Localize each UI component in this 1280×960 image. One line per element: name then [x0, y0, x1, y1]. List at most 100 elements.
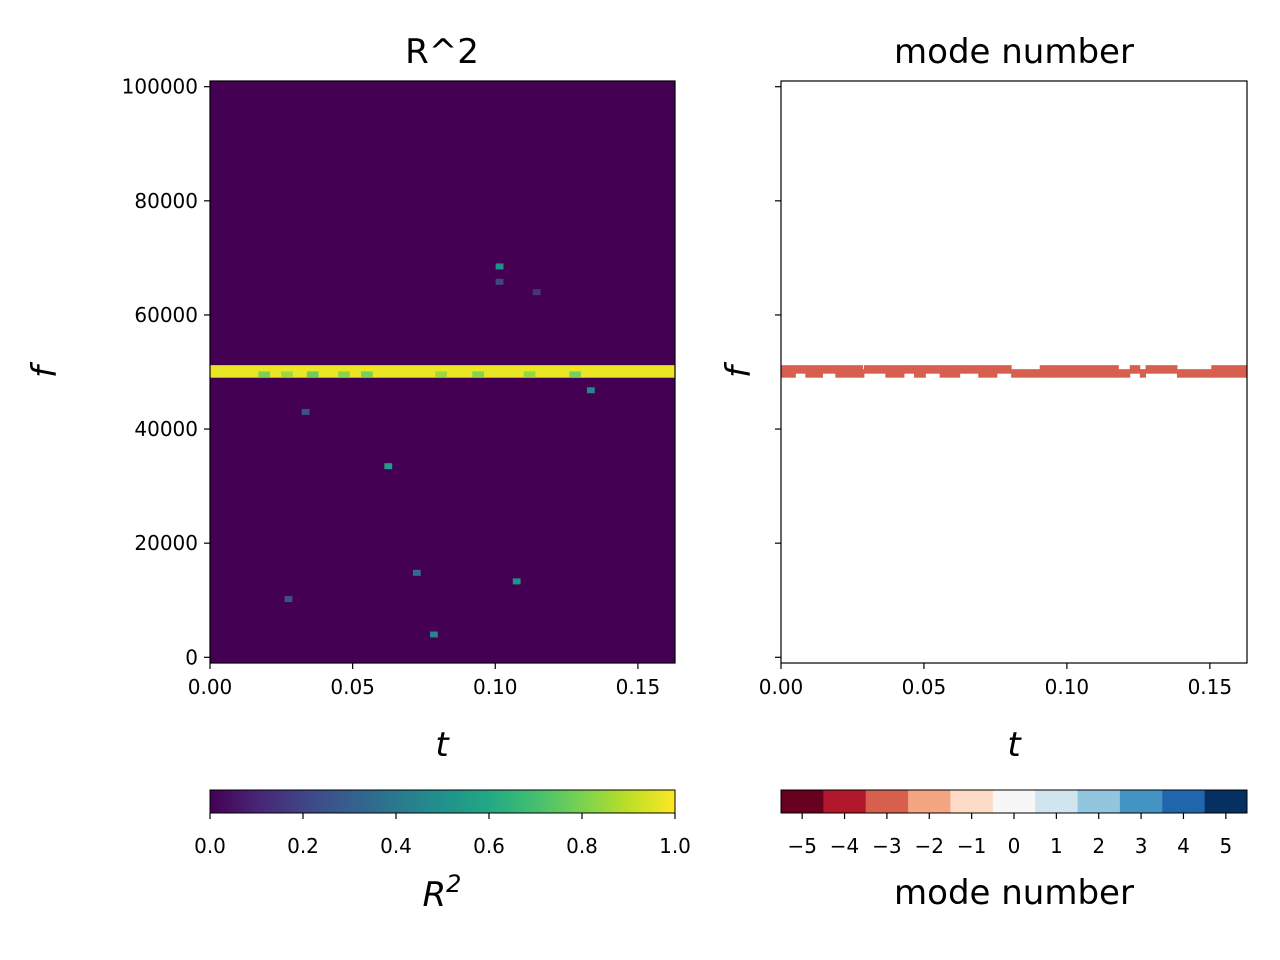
- mode-band-segment: [885, 365, 905, 378]
- mode-colorbar-tick-label: 1: [1050, 834, 1063, 858]
- r2-heatmap-cell: [495, 278, 504, 285]
- r2-heatmap-panel: R^2 0.00 0.05 0.10 0.15 0 20000 40000 60000 800…: [25, 32, 676, 765]
- mode-colorbar-label: mode number: [894, 873, 1134, 913]
- mode-colorbar-tick-label: 2: [1092, 834, 1105, 858]
- mode-x-tick-label: 0.10: [1045, 675, 1090, 699]
- mode-colorbar-tick-label: 3: [1135, 834, 1148, 858]
- r2-heatmap-cell: [495, 263, 504, 270]
- mode-colorbar-swatch: [992, 790, 1036, 813]
- r2-heatmap-cell: [412, 569, 421, 576]
- mode-band-segment: [1011, 369, 1041, 378]
- r2-heatmap-cell: [532, 289, 541, 296]
- mode-colorbar-tick-label: −3: [872, 834, 901, 858]
- r2-colorbar-label: R2: [423, 870, 462, 915]
- mode-x-tick-label: 0.05: [902, 675, 947, 699]
- r2-y-ticks: 0 20000 40000 60000 80000 100000: [122, 75, 210, 669]
- r2-y-axis-label: f: [25, 361, 65, 378]
- mode-y-axis-label: f: [719, 361, 759, 378]
- r2-colorbar-tick-label: 0.4: [380, 834, 412, 858]
- mode-colorbar-tick-label: −5: [787, 834, 816, 858]
- mode-colorbar-tick-label: 5: [1219, 834, 1232, 858]
- mode-band-segment: [862, 369, 865, 378]
- r2-x-tick-label: 0.10: [473, 675, 518, 699]
- r2-band-dip-cell: [258, 371, 271, 378]
- mode-band-segment: [781, 365, 796, 378]
- r2-x-tick-label: 0.05: [330, 675, 375, 699]
- r2-heatmap-cell: [512, 578, 521, 585]
- mode-band-segment: [939, 365, 961, 378]
- r2-x-ticks: 0.00 0.05 0.10 0.15: [188, 663, 660, 699]
- r2-x-tick-label: 0.00: [188, 675, 233, 699]
- r2-title: R^2: [405, 32, 479, 72]
- r2-band-dip-cell: [306, 371, 319, 378]
- mode-colorbar-swatch: [1204, 790, 1248, 813]
- mode-band-segment: [805, 365, 823, 378]
- r2-heatmap-area: [210, 81, 675, 663]
- mode-band-segment: [1139, 369, 1147, 378]
- mode-colorbar-tick-label: −1: [957, 834, 986, 858]
- r2-colorbar-tick-label: 0.6: [473, 834, 505, 858]
- mode-axes-frame: [780, 80, 1248, 664]
- mode-colorbar-swatch: [781, 790, 824, 813]
- r2-y-tick-label: 40000: [134, 417, 198, 441]
- mode-x-tick-label: 0.00: [759, 675, 804, 699]
- mode-band-segment: [822, 365, 836, 374]
- mode-band-segment: [978, 365, 998, 378]
- mode-y-ticks: [775, 86, 781, 658]
- mode-colorbar-swatch: [1119, 790, 1163, 813]
- mode-x-axis-label: t: [1007, 725, 1022, 765]
- r2-band-dip-cell: [338, 371, 350, 378]
- r2-band-dip-cell: [472, 371, 484, 378]
- mode-colorbar-tick-label: 0: [1008, 834, 1021, 858]
- r2-heatmap-cell: [284, 596, 293, 603]
- mode-colorbar-swatch: [1162, 790, 1206, 813]
- r2-axes-frame: [209, 80, 676, 664]
- mode-band-segment: [1039, 365, 1052, 378]
- r2-heatmap-cell: [384, 463, 393, 470]
- r2-y-tick-label: 20000: [134, 531, 198, 555]
- mode-band-segment: [795, 365, 806, 374]
- r2-colorbar-tick-label: 0.8: [566, 834, 598, 858]
- mode-band-segment: [1051, 365, 1119, 378]
- mode-band-segment: [863, 365, 886, 374]
- mode-band-segment: [925, 365, 941, 374]
- mode-x-ticks: 0.00 0.05 0.10 0.15: [759, 663, 1232, 699]
- r2-colorbar-tick-label: 0.0: [194, 834, 226, 858]
- r2-colorbar-tick-label: 1.0: [659, 834, 691, 858]
- r2-colorbar-tick-label: 0.2: [287, 834, 319, 858]
- mode-colorbar-swatch: [950, 790, 994, 813]
- mode-colorbar-swatch: [1077, 790, 1121, 813]
- mode-band-segment: [913, 365, 926, 378]
- r2-x-axis-label: t: [435, 725, 450, 765]
- mode-number-panel: mode number 0.00 0.05 0.10 0.15 t f: [719, 32, 1248, 765]
- mode-band-segment: [996, 365, 1012, 374]
- mode-colorbar-swatches: [781, 790, 1248, 813]
- mode-colorbar-tick-label: −2: [915, 834, 944, 858]
- r2-heatmap-cell: [430, 631, 438, 638]
- r2-y-tick-label: 100000: [122, 75, 198, 99]
- r2-colorbar-gradient: [209, 789, 676, 814]
- mode-band-segment: [1118, 369, 1131, 378]
- mode-title: mode number: [894, 32, 1134, 72]
- r2-band-dip-cell: [523, 371, 536, 378]
- r2-y-tick-label: 80000: [134, 189, 198, 213]
- mode-colorbar-swatch: [865, 790, 909, 813]
- mode-x-tick-label: 0.15: [1188, 675, 1233, 699]
- mode-band-segment: [1145, 365, 1178, 374]
- mode-colorbar-swatch: [1035, 790, 1079, 813]
- mode-band-segment: [835, 365, 863, 378]
- mode-colorbar-tick-label: −4: [830, 834, 859, 858]
- r2-band-dip-cell: [281, 371, 293, 378]
- r2-y-tick-label: 0: [185, 645, 198, 669]
- mode-band-segment: [959, 365, 979, 374]
- r2-band-dip-cell: [435, 371, 447, 378]
- mode-band-segment: [1176, 369, 1212, 378]
- r2-band-dip-cell: [569, 371, 581, 378]
- r2-colorbar: 0.0 0.2 0.4 0.6 0.8 1.0 R2: [194, 789, 691, 915]
- r2-x-tick-label: 0.15: [616, 675, 661, 699]
- mode-band-segment: [903, 365, 915, 374]
- r2-band-dip-cell: [361, 371, 373, 378]
- mode-colorbar-swatch: [908, 790, 951, 813]
- mode-colorbar-ticks: −5 −4 −3 −2 −1 0 1 2 3 4 5: [787, 813, 1232, 858]
